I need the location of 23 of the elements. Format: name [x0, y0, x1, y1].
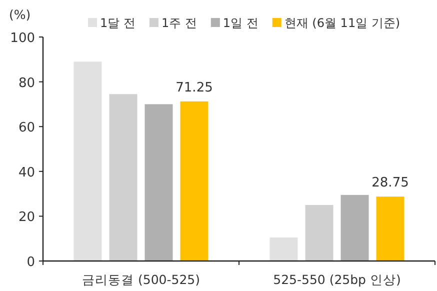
legend-label: 1달 전	[100, 16, 136, 30]
y-axis-title: (%)	[9, 7, 31, 22]
x-tick-label: 금리동결 (500-525)	[82, 272, 200, 287]
bar	[340, 194, 369, 261]
legend-label: 1일 전	[222, 16, 258, 30]
data-label: 28.75	[372, 176, 409, 191]
bar	[270, 237, 298, 261]
x-tick-label: 525-550 (25bp 인상)	[273, 272, 401, 287]
bar	[74, 62, 102, 261]
legend-label: 현재 (6월 11일 기준)	[284, 16, 400, 30]
bar	[144, 104, 173, 261]
bar	[305, 205, 334, 261]
bar	[376, 196, 404, 261]
y-tick-label: 100	[10, 31, 35, 46]
bar	[109, 94, 138, 261]
legend-label: 1주 전	[161, 16, 197, 30]
bar	[180, 101, 208, 261]
data-label: 71.25	[176, 80, 213, 96]
y-tick-label: 80	[18, 76, 35, 91]
y-tick-label: 60	[18, 120, 35, 136]
y-tick-label: 0	[26, 255, 35, 270]
y-tick-label: 20	[18, 210, 35, 226]
y-tick-label: 40	[18, 165, 35, 180]
